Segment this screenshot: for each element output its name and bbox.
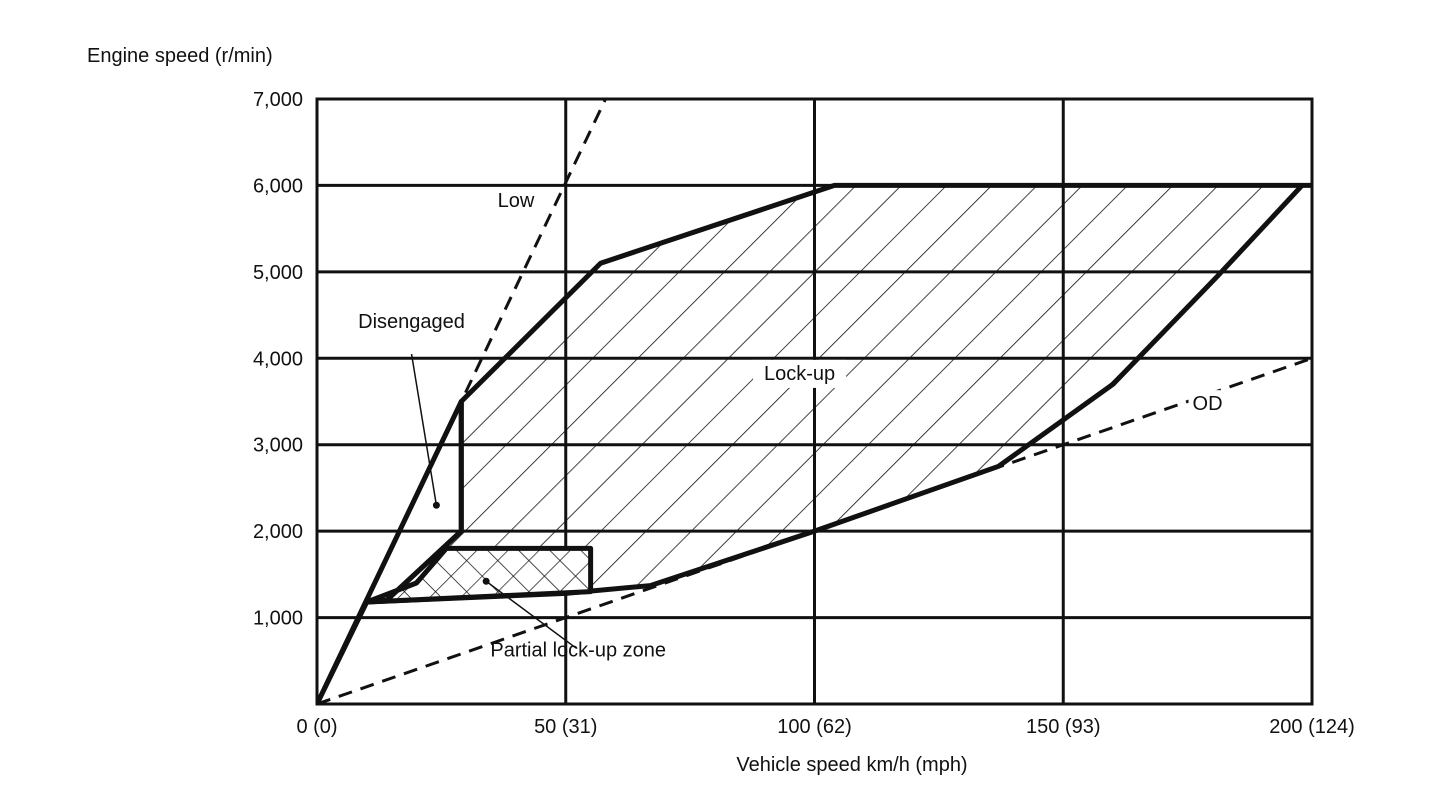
od-label-bg [1188, 390, 1227, 419]
low-label-bg [491, 187, 541, 216]
lock-up-label-bg [753, 359, 847, 388]
x-tick-label: 100 (62) [777, 716, 852, 738]
y-tick-label: 6,000 [253, 175, 303, 197]
annotation-layer: Low Disengaged Lock-up OD Partial lock-up zo… [358, 187, 1227, 661]
disengaged-leader-line [410, 353, 438, 506]
od-gear-line [317, 356, 1312, 704]
lock-up-annotation: Lock-up [764, 363, 835, 385]
lock-up-region [364, 182, 1312, 605]
partial-lock-up-zone-region [364, 545, 594, 605]
partial-lockup-leader-line [485, 580, 577, 649]
x-axis-label: Vehicle speed km/h (mph) [736, 754, 967, 776]
disengaged-annotation: Disengaged [358, 311, 465, 333]
partial-lockup-leader-dot [482, 577, 490, 585]
y-tick-label: 1,000 [253, 608, 303, 630]
plot-frame [315, 97, 1314, 706]
pointer-layer [410, 353, 577, 649]
low-annotation: Low [498, 190, 535, 212]
disengaged-leader-dot [432, 501, 440, 509]
y-axis-label: Engine speed (r/min) [87, 45, 273, 67]
frame-layer [315, 97, 1314, 706]
tick-layer: 0 (0) 50 (31) 100 (62) 150 (93) 200 (124) 1,0… [253, 89, 1355, 738]
low-gear-line [317, 99, 607, 704]
region-layer [317, 182, 1312, 704]
y-tick-label: 4,000 [253, 348, 303, 370]
y-tick-label: 5,000 [253, 262, 303, 284]
y-tick-label: 7,000 [253, 89, 303, 111]
x-tick-label: 0 (0) [296, 716, 337, 738]
y-tick-label: 2,000 [253, 521, 303, 543]
x-tick-label: 50 (31) [534, 716, 597, 738]
line-layer [317, 99, 1312, 704]
y-tick-label: 3,000 [253, 435, 303, 457]
partial-lock-up-zone-annotation: Partial lock-up zone [490, 639, 666, 661]
x-tick-label: 200 (124) [1269, 716, 1355, 738]
od-annotation: OD [1193, 393, 1223, 415]
x-tick-label: 150 (93) [1026, 716, 1101, 738]
